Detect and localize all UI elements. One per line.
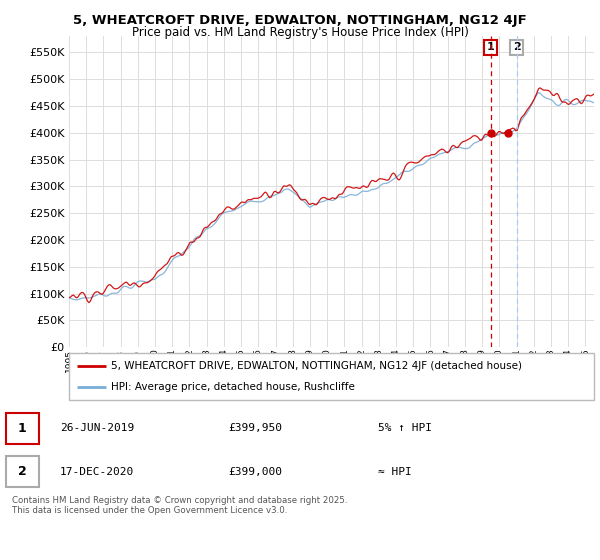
- Text: 2: 2: [18, 465, 26, 478]
- Text: £399,000: £399,000: [228, 466, 282, 477]
- Point: [486, 128, 496, 137]
- Text: 17-DEC-2020: 17-DEC-2020: [60, 466, 134, 477]
- Text: Price paid vs. HM Land Registry's House Price Index (HPI): Price paid vs. HM Land Registry's House …: [131, 26, 469, 39]
- FancyBboxPatch shape: [69, 353, 594, 400]
- FancyBboxPatch shape: [6, 456, 39, 487]
- Text: 5, WHEATCROFT DRIVE, EDWALTON, NOTTINGHAM, NG12 4JF (detached house): 5, WHEATCROFT DRIVE, EDWALTON, NOTTINGHA…: [111, 361, 522, 371]
- Text: £399,950: £399,950: [228, 423, 282, 433]
- Text: 2: 2: [512, 42, 520, 52]
- Text: HPI: Average price, detached house, Rushcliffe: HPI: Average price, detached house, Rush…: [111, 382, 355, 392]
- Text: Contains HM Land Registry data © Crown copyright and database right 2025.
This d: Contains HM Land Registry data © Crown c…: [12, 496, 347, 515]
- Text: 5, WHEATCROFT DRIVE, EDWALTON, NOTTINGHAM, NG12 4JF: 5, WHEATCROFT DRIVE, EDWALTON, NOTTINGHA…: [73, 14, 527, 27]
- Text: 1: 1: [18, 422, 26, 435]
- Text: 1: 1: [487, 42, 494, 52]
- FancyBboxPatch shape: [6, 413, 39, 444]
- Text: 26-JUN-2019: 26-JUN-2019: [60, 423, 134, 433]
- Point: [503, 129, 513, 138]
- Text: ≈ HPI: ≈ HPI: [378, 466, 412, 477]
- Text: 5% ↑ HPI: 5% ↑ HPI: [378, 423, 432, 433]
